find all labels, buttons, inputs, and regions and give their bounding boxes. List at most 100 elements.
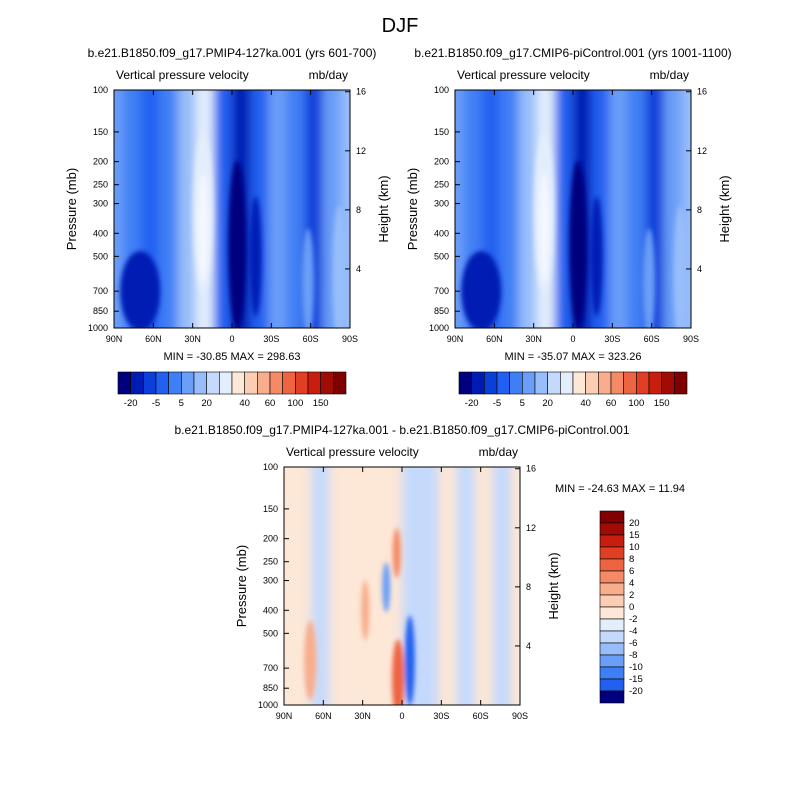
field-smooth [455,90,691,328]
colorbar-label: 100 [287,398,303,409]
y2-tick-label: 4 [697,264,702,274]
y-tick-label: 300 [434,199,449,209]
colorbar-label: 4 [629,578,634,589]
y-tick-label: 1000 [88,323,108,333]
field-column [159,90,179,328]
x-tick-label: 0 [229,334,234,344]
colorbar-swatch [244,371,258,395]
y-tick-label: 700 [263,663,278,673]
field-column [365,467,385,705]
y2-tick-label: 12 [697,146,707,156]
colorbar-label: 20 [629,518,640,529]
x-tick-label: 60S [644,334,660,344]
x-tick-label: 30S [263,334,279,344]
units-label: mb/day [479,445,518,459]
page-title: DJF [382,15,419,37]
field-column [329,467,349,705]
colorbar-swatch [610,371,624,395]
x-tick-label: 90N [106,334,123,344]
y2-axis-title: Height (km) [717,175,732,242]
colorbar-swatch [599,510,625,524]
colorbar-label: 15 [629,530,640,541]
colorbar-swatch [599,678,625,692]
field-column [681,90,691,328]
y2-tick-label: 16 [697,87,707,97]
colorbar-swatch [193,371,207,395]
panel-title: b.e21.B1850.f09_g17.PMIP4-127ka.001 (yrs… [88,46,377,60]
x-tick-label: 90N [447,334,464,344]
colorbar-swatch [547,371,561,395]
field-column [340,90,350,328]
colorbar-label: 6 [629,566,634,577]
y-tick-label: 500 [263,628,278,638]
y2-tick-label: 16 [526,464,536,474]
colorbar-label: 150 [313,398,329,409]
field-column [286,90,306,328]
y-tick-label: 400 [434,228,449,238]
colorbar-swatch [599,690,625,704]
colorbar-swatch [661,371,675,395]
positive-anomaly-north [304,620,317,701]
field-column [438,467,458,705]
y2-tick-label: 12 [356,146,366,156]
colorbar-label: 150 [654,398,670,409]
field-column [284,467,295,705]
field-features [304,528,415,705]
colorbar-swatch [295,371,309,395]
colorbar-swatch [598,371,612,395]
y-tick-label: 850 [93,306,108,316]
y-tick-label: 200 [434,157,449,167]
units-label: mb/day [309,68,348,82]
colorbar-swatch [623,371,637,395]
colorbar-swatch [307,371,321,395]
y-axis-title: Pressure (mb) [405,168,420,250]
field-column [474,467,494,705]
colorbar-swatch [599,546,625,560]
y-axis-title: Pressure (mb) [64,168,79,250]
colorbar-swatch [599,582,625,596]
x-tick-label: 60N [145,334,162,344]
colorbar-label: 5 [520,398,525,409]
colorbar-swatch [471,371,485,395]
colorbar-swatch [509,371,523,395]
field-features [120,133,347,328]
y2-tick-label: 16 [356,87,366,97]
field-column [420,467,440,705]
y2-tick-label: 4 [356,264,361,274]
field-features [461,133,688,328]
positive-anomaly-tropics [361,580,370,641]
colorbar-swatch [674,371,688,395]
field-column [518,90,538,328]
ascent-south [643,228,656,328]
y-tick-label: 100 [93,85,108,95]
x-tick-label: 60S [303,334,319,344]
x-tick-label: 30N [354,711,371,721]
y-tick-label: 150 [263,504,278,514]
y-tick-label: 1000 [258,700,278,710]
descent-core [228,160,247,328]
min-max-stats: MIN = -35.07 MAX = 323.26 [505,351,642,363]
y-tick-label: 700 [434,286,449,296]
colorbar-swatch [560,371,574,395]
field-column [492,467,512,705]
contour-field [455,90,691,328]
colorbar-swatch [117,371,131,395]
colorbar-label: 2 [629,590,634,601]
y-tick-label: 400 [93,228,108,238]
colorbar-swatch [130,371,144,395]
descent-core-south [590,196,603,317]
field-column [213,90,233,328]
panel-pmip4-127ka: b.e21.B1850.f09_g17.PMIP4-127ka.001 (yrs… [64,46,391,409]
field-column [455,90,466,328]
units-label: mb/day [650,68,689,82]
negative-anomaly-upper [382,562,391,613]
colorbar-label: 10 [629,542,640,553]
field-column [347,467,367,705]
colorbar-swatch [572,371,586,395]
colorbar-label: -2 [629,614,637,625]
colorbar-swatch [143,371,157,395]
x-tick-label: 30S [433,711,449,721]
y-tick-label: 500 [93,251,108,261]
field-column [500,90,520,328]
colorbar-swatch [282,371,296,395]
